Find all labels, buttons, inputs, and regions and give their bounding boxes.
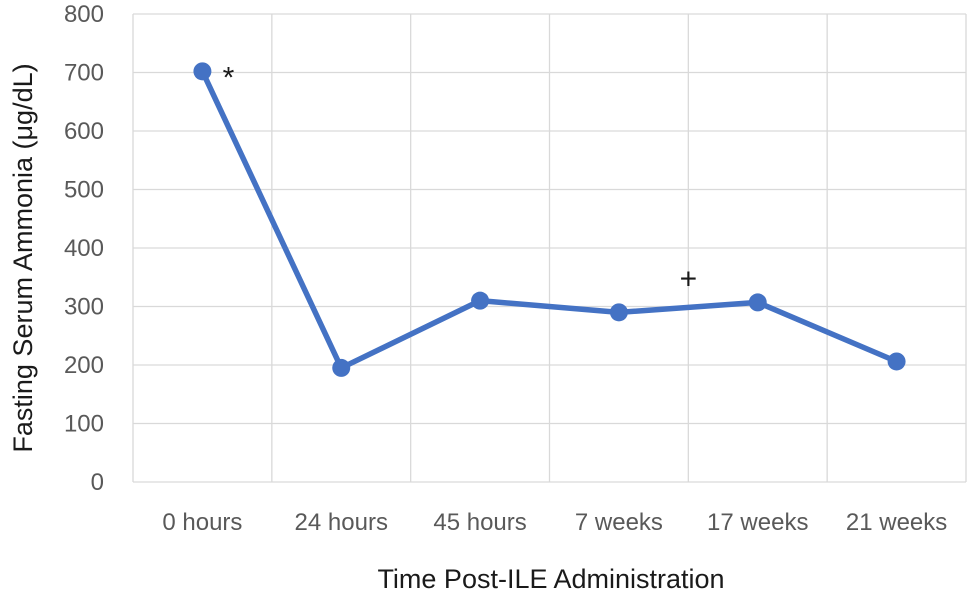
x-tick-label: 21 weeks	[846, 509, 947, 536]
x-axis-ticks: 0 hours 24 hours 45 hours 7 weeks 17 weeks 21…	[162, 509, 947, 536]
series-layer	[193, 62, 906, 377]
data-point	[887, 352, 906, 371]
x-tick-label: 17 weeks	[707, 509, 808, 536]
data-point	[193, 62, 212, 81]
annotation-marker: *	[223, 61, 235, 94]
y-tick-label: 700	[64, 60, 104, 87]
x-tick-label: 24 hours	[295, 509, 388, 536]
y-tick-label: 200	[64, 352, 104, 379]
y-tick-label: 600	[64, 118, 104, 145]
data-point	[332, 358, 351, 377]
y-tick-label: 300	[64, 294, 104, 321]
y-tick-label: 800	[64, 1, 104, 28]
y-axis-ticks: 0 100 200 300 400 500 600 700 800	[64, 1, 104, 496]
y-axis-title: Fasting Serum Ammonia (μg/dL)	[8, 63, 38, 452]
y-tick-label: 500	[64, 177, 104, 204]
x-axis-title: Time Post-ILE Administration	[377, 564, 724, 594]
data-point	[748, 293, 767, 312]
series-line	[199, 68, 900, 371]
data-point	[609, 303, 628, 322]
annotation-marker: +	[680, 262, 698, 295]
data-point	[471, 291, 490, 310]
annotations: *+	[223, 61, 698, 295]
x-tick-label: 7 weeks	[575, 509, 663, 536]
x-tick-label: 0 hours	[162, 509, 242, 536]
x-tick-label: 45 hours	[433, 509, 526, 536]
y-tick-label: 400	[64, 235, 104, 262]
y-tick-label: 0	[91, 469, 104, 496]
gridlines	[132, 13, 967, 483]
y-tick-label: 100	[64, 411, 104, 438]
